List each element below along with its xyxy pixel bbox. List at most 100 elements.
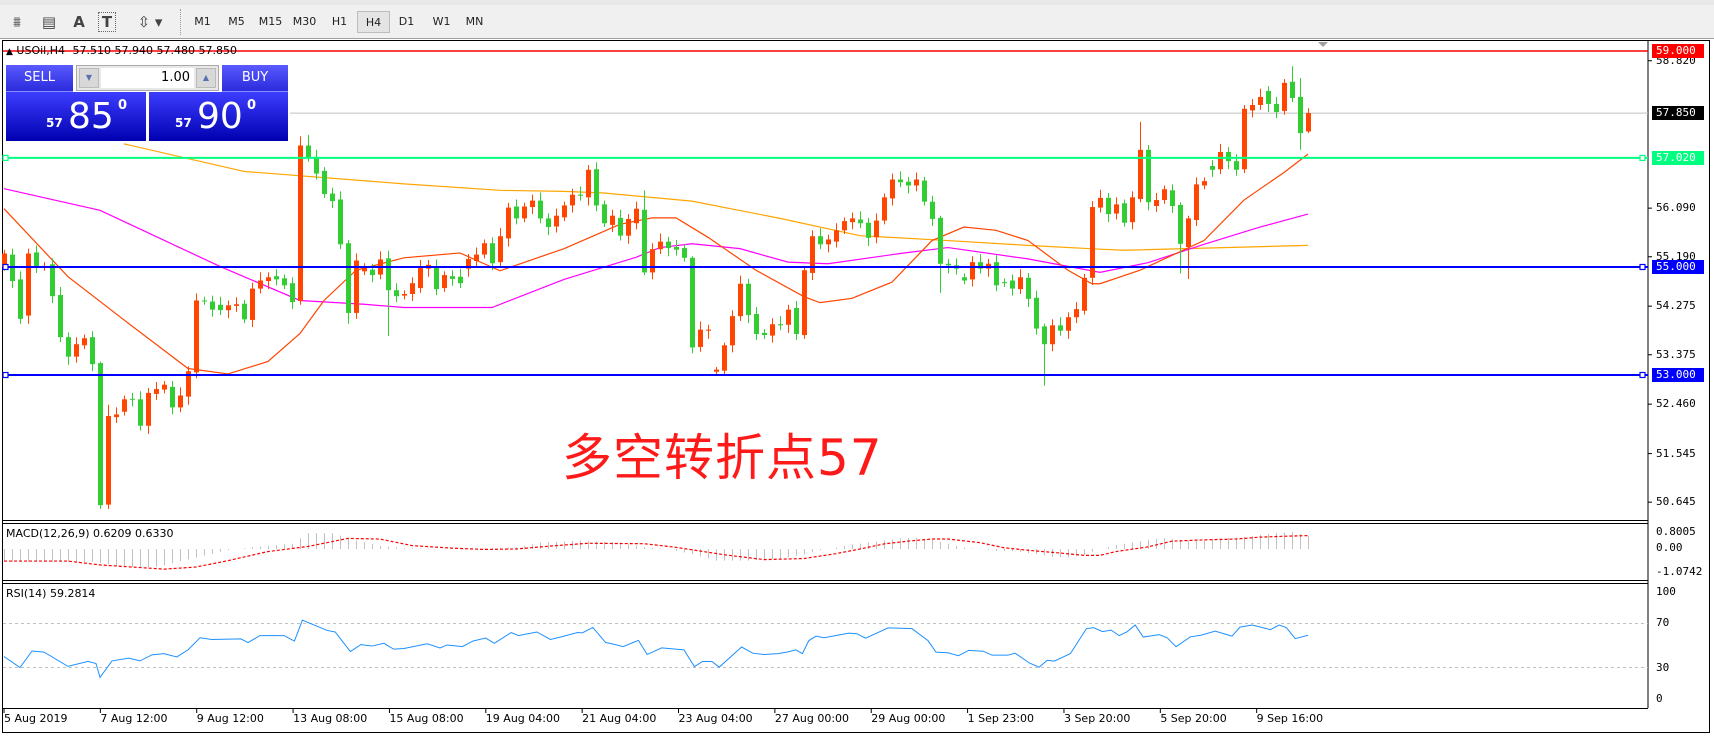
timeframe-h1-button[interactable]: H1	[331, 15, 348, 28]
candle-body	[1074, 309, 1079, 318]
sell-price-pips: 85	[68, 96, 114, 137]
text-label-icon[interactable]: T	[98, 12, 116, 32]
macd-signal-line	[4, 534, 1309, 570]
timeframe-h4-button[interactable]: H4	[357, 11, 390, 33]
sell-price-prefix: 57	[46, 116, 63, 130]
candle-body	[674, 247, 679, 250]
annotation-text[interactable]: 多空转折点57	[562, 429, 883, 487]
candle	[1050, 319, 1055, 352]
candle	[562, 201, 567, 222]
candle	[890, 173, 895, 206]
buy-button[interactable]: BUY	[222, 65, 288, 92]
candle-body	[1290, 81, 1295, 98]
sell-button[interactable]: SELL	[6, 65, 73, 92]
timeframe-m30-button[interactable]: M30	[292, 15, 317, 28]
candle	[442, 271, 447, 292]
timeframe-w1-button[interactable]: W1	[432, 15, 451, 28]
candle	[1250, 99, 1255, 118]
candle	[266, 272, 271, 290]
candle	[994, 255, 999, 292]
candle	[490, 237, 495, 271]
candle-body	[458, 276, 463, 284]
candle	[386, 250, 391, 337]
candle-body	[690, 257, 695, 348]
candle	[794, 301, 799, 340]
lot-input[interactable]: 1.00	[101, 68, 194, 88]
candle	[194, 293, 199, 379]
lot-increase-button[interactable]: ▲	[196, 68, 216, 88]
elliott-wave-icon[interactable]: ⩩	[12, 13, 21, 31]
collapse-triangle-icon[interactable]: ▲	[6, 47, 13, 57]
candle-body	[722, 345, 727, 371]
candle	[1186, 215, 1191, 279]
sell-price-box[interactable]: 57 85 0	[6, 92, 146, 141]
candle-body	[786, 309, 791, 325]
rsi-axis-30: 30	[1656, 661, 1670, 674]
time-axis-label: 1 Sep 23:00	[967, 712, 1035, 725]
candle	[418, 259, 423, 293]
candle-body	[1154, 200, 1159, 206]
candle	[434, 259, 439, 296]
candle	[506, 202, 511, 247]
candle-body	[706, 329, 711, 331]
candle-body	[554, 215, 559, 227]
sell-price-fraction: 0	[118, 98, 128, 113]
candle-body	[490, 243, 495, 264]
ohlc-values: 57.510 57.940 57.480 57.850	[72, 44, 237, 57]
rsi-line	[3, 619, 1309, 679]
candle-body	[1194, 184, 1199, 221]
candle-body	[1026, 277, 1031, 299]
lot-stepper[interactable]: ▼ 1.00 ▲	[76, 65, 219, 91]
candle-body	[146, 392, 151, 426]
candle	[698, 321, 703, 352]
candle	[618, 209, 623, 241]
candle	[74, 337, 79, 363]
candle-body	[1130, 197, 1135, 223]
candle	[666, 236, 671, 257]
chart-window	[2, 40, 1710, 733]
candle	[1242, 105, 1247, 174]
timeframe-m15-button[interactable]: M15	[258, 15, 283, 28]
lot-decrease-button[interactable]: ▼	[79, 68, 99, 88]
candle-body	[1186, 218, 1191, 248]
macd-axis-zero: 0.00	[1656, 541, 1683, 554]
candle	[162, 380, 167, 394]
price-axis-tick: 56.090	[1656, 201, 1696, 215]
time-axis-label: 23 Aug 04:00	[678, 712, 753, 725]
candle	[514, 199, 519, 225]
candle-body	[418, 268, 423, 289]
text-icon[interactable]: A	[73, 13, 85, 31]
candle	[818, 228, 823, 250]
candle	[330, 187, 335, 209]
timeframe-m1-button[interactable]: M1	[194, 15, 211, 28]
candle	[474, 247, 479, 267]
fibonacci-fan-icon[interactable]: ▤	[41, 13, 57, 31]
candle-body	[538, 200, 543, 219]
candle-body	[1098, 197, 1103, 208]
candle-body	[1258, 96, 1263, 105]
timeframe-m5-button[interactable]: M5	[228, 15, 245, 28]
candle	[82, 334, 87, 350]
candle	[1042, 323, 1047, 386]
arrows-dropdown-icon[interactable]: ⇳ ▾	[137, 13, 163, 31]
candle-body	[586, 169, 591, 198]
candle-body	[770, 324, 775, 336]
candle	[906, 176, 911, 194]
chart-shift-marker[interactable]	[1318, 42, 1328, 47]
timeframe-d1-button[interactable]: D1	[398, 15, 415, 28]
candle	[210, 295, 215, 317]
candle	[1202, 177, 1207, 190]
level-handle	[2, 263, 9, 271]
candle-body	[1146, 149, 1151, 203]
candle	[1266, 86, 1271, 113]
candle	[1298, 78, 1303, 150]
candle	[1026, 272, 1031, 307]
candle	[242, 299, 247, 324]
candle	[58, 286, 63, 343]
level-handle	[1639, 154, 1646, 162]
timeframe-mn-button[interactable]: MN	[465, 15, 484, 28]
buy-price-box[interactable]: 57 90 0	[149, 92, 288, 141]
candle-body	[242, 303, 247, 320]
candle-body	[506, 207, 511, 239]
